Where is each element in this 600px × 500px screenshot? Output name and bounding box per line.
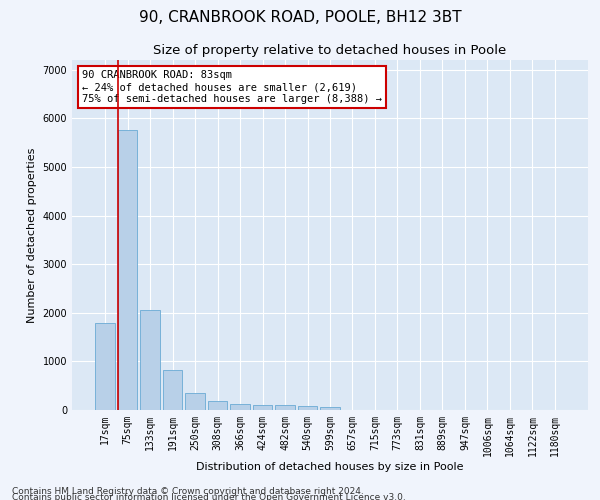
Bar: [298, 406, 317, 410]
X-axis label: Distribution of detached houses by size in Poole: Distribution of detached houses by size …: [196, 462, 464, 471]
Text: Contains HM Land Registry data © Crown copyright and database right 2024.: Contains HM Land Registry data © Crown c…: [12, 487, 364, 496]
Y-axis label: Number of detached properties: Number of detached properties: [27, 148, 37, 322]
Text: 90, CRANBROOK ROAD, POOLE, BH12 3BT: 90, CRANBROOK ROAD, POOLE, BH12 3BT: [139, 10, 461, 25]
Bar: [275, 405, 295, 410]
Bar: [95, 323, 115, 410]
Text: 90 CRANBROOK ROAD: 83sqm
← 24% of detached houses are smaller (2,619)
75% of sem: 90 CRANBROOK ROAD: 83sqm ← 24% of detach…: [82, 70, 382, 104]
Bar: [140, 310, 160, 410]
Bar: [320, 406, 340, 410]
Text: Contains public sector information licensed under the Open Government Licence v3: Contains public sector information licen…: [12, 492, 406, 500]
Bar: [208, 401, 227, 410]
Bar: [185, 394, 205, 410]
Bar: [118, 130, 137, 410]
Title: Size of property relative to detached houses in Poole: Size of property relative to detached ho…: [154, 44, 506, 58]
Bar: [163, 370, 182, 410]
Bar: [253, 404, 272, 410]
Bar: [230, 404, 250, 410]
